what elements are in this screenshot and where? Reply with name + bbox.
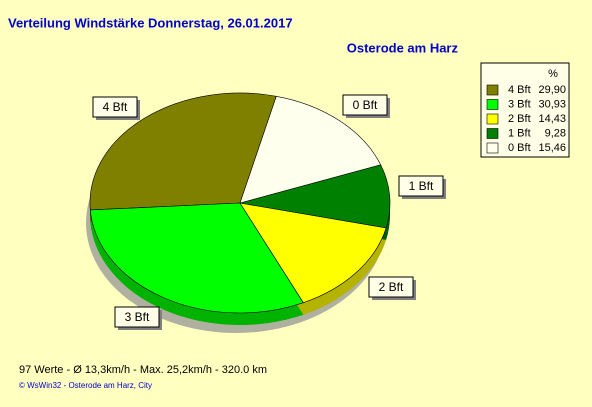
- legend-swatch: [486, 99, 499, 110]
- pie-slice: [239, 202, 387, 304]
- legend-label: 0 Bft: [508, 142, 531, 154]
- copyright: © WsWin32 - Osterode am Harz, City: [19, 381, 152, 390]
- slice-label: 1 Bft: [409, 179, 434, 193]
- legend-swatch: [486, 142, 499, 154]
- callout-box: [368, 276, 414, 298]
- legend-value: 9,28: [545, 127, 566, 139]
- callout-box: [114, 306, 160, 328]
- pie-slice: [89, 92, 277, 211]
- pie-slice: [239, 95, 382, 204]
- legend-value: 30,93: [538, 98, 566, 110]
- legend-label: 1 Bft: [508, 127, 531, 139]
- legend-value: 14,43: [538, 113, 566, 125]
- footer: 97 Werte - Ø 13,3km/h - Max. 25,2km/h - …: [19, 364, 267, 376]
- legend-swatch: [486, 113, 499, 125]
- legend-value: 15,46: [538, 142, 566, 154]
- slice-label: 0 Bft: [353, 98, 378, 112]
- slice-label: 3 Bft: [125, 310, 150, 324]
- legend-label: 3 Bft: [508, 98, 531, 110]
- slice-label: 2 Bft: [379, 280, 404, 294]
- pie-slice: [239, 164, 391, 229]
- callout-box: [92, 96, 138, 118]
- chart-subtitle: Osterode am Harz: [347, 40, 459, 55]
- slice-label: 4 Bft: [103, 100, 128, 114]
- pie-slice: [89, 202, 304, 314]
- legend-label: 4 Bft: [508, 84, 531, 96]
- legend-box: [480, 62, 570, 158]
- chart-title: Verteilung Windstärke Donnerstag, 26.01.…: [8, 15, 293, 30]
- legend-title: %: [548, 68, 558, 80]
- legend-value: 29,90: [538, 84, 566, 96]
- legend-swatch: [486, 128, 499, 139]
- legend-swatch: [486, 84, 499, 96]
- callout-box: [342, 94, 388, 116]
- callout-box: [398, 175, 444, 197]
- legend-label: 2 Bft: [508, 113, 531, 125]
